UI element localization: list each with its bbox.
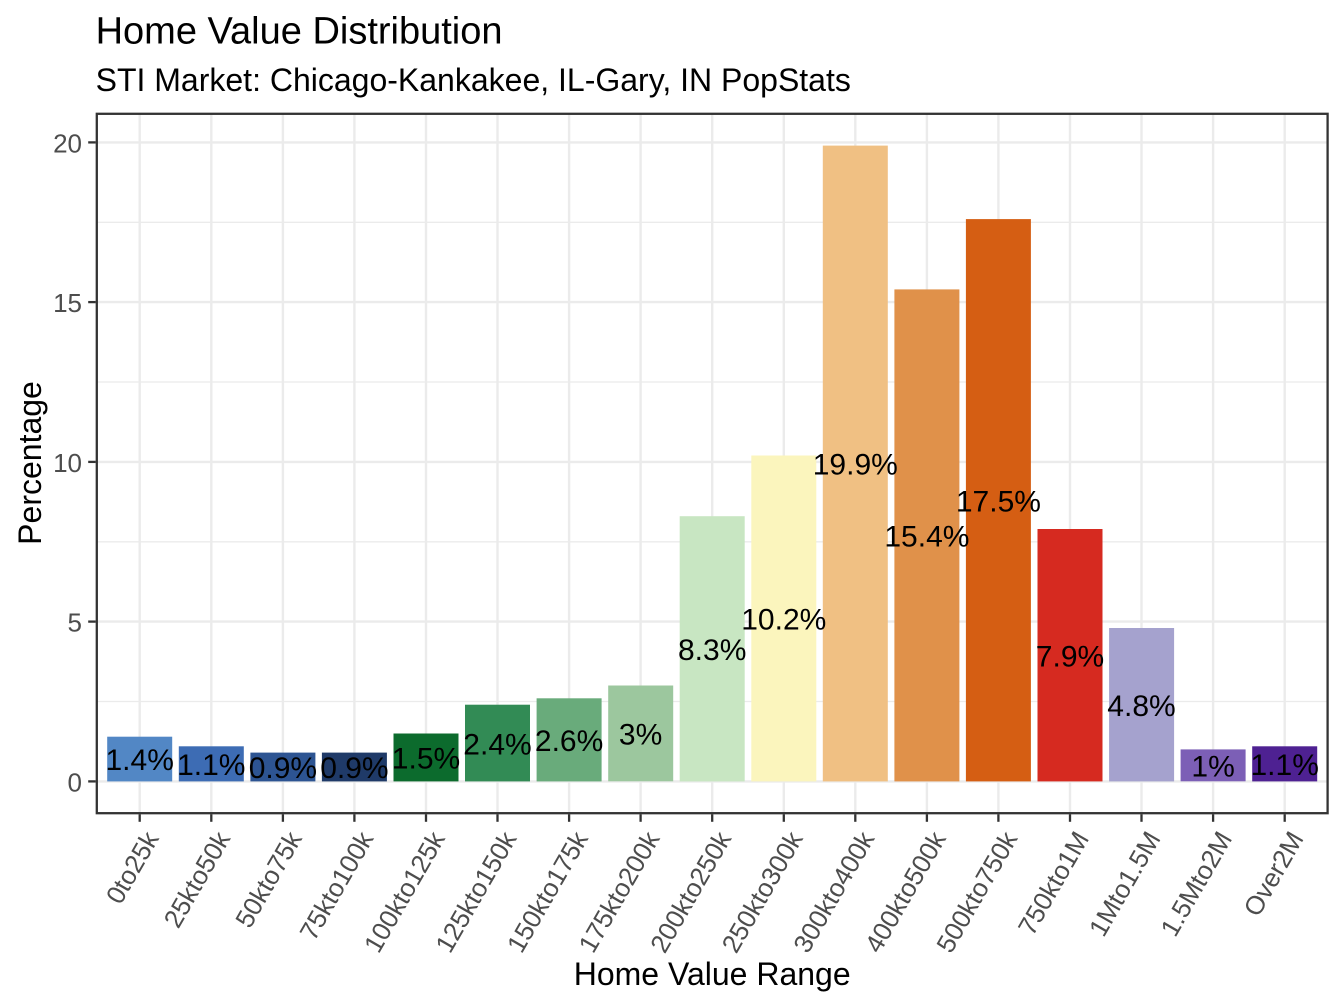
svg-text:0.9%: 0.9%	[320, 752, 388, 785]
svg-text:8.3%: 8.3%	[678, 634, 746, 667]
svg-text:1.5%: 1.5%	[392, 743, 460, 776]
svg-text:Home Value Range: Home Value Range	[574, 956, 851, 992]
svg-text:1%: 1%	[1191, 751, 1234, 784]
svg-text:7.9%: 7.9%	[1036, 640, 1104, 673]
svg-text:0.9%: 0.9%	[249, 752, 317, 785]
svg-text:3%: 3%	[619, 719, 662, 752]
svg-text:2.6%: 2.6%	[535, 725, 603, 758]
svg-text:1.4%: 1.4%	[106, 744, 174, 777]
svg-text:1.1%: 1.1%	[177, 749, 245, 782]
svg-text:10.2%: 10.2%	[741, 604, 826, 637]
svg-text:15: 15	[53, 288, 82, 318]
svg-text:17.5%: 17.5%	[956, 485, 1041, 518]
svg-text:15.4%: 15.4%	[884, 521, 969, 554]
svg-text:Percentage: Percentage	[12, 381, 48, 545]
svg-text:0: 0	[68, 767, 82, 797]
svg-text:4.8%: 4.8%	[1107, 690, 1175, 723]
svg-text:1.1%: 1.1%	[1251, 749, 1319, 782]
svg-text:STI Market: Chicago-Kankakee,: STI Market: Chicago-Kankakee, IL-Gary, I…	[96, 62, 851, 98]
svg-text:20: 20	[53, 128, 82, 158]
svg-text:19.9%: 19.9%	[813, 449, 898, 482]
svg-text:2.4%: 2.4%	[463, 728, 531, 761]
svg-text:Home Value Distribution: Home Value Distribution	[96, 11, 503, 53]
svg-text:5: 5	[68, 608, 82, 638]
svg-text:10: 10	[53, 448, 82, 478]
